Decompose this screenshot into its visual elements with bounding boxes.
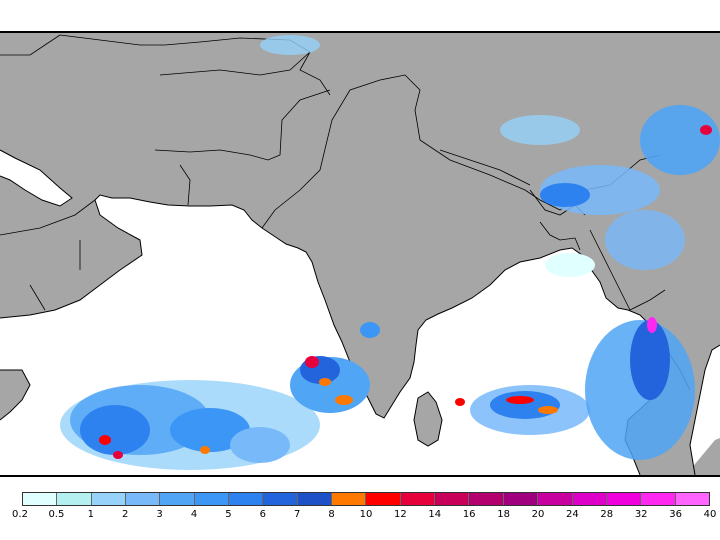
rain-area [170, 408, 250, 452]
legend-swatch [675, 493, 709, 505]
border-layer [0, 34, 691, 391]
land-sri-lanka [414, 392, 442, 446]
coastline-layer [0, 149, 720, 475]
legend-swatch [332, 493, 367, 505]
rain-core [455, 398, 465, 406]
legend-swatch [91, 493, 127, 505]
rain-area [640, 105, 720, 175]
legend-swatch [538, 493, 573, 505]
legend-swatch [160, 493, 195, 505]
border-line [0, 34, 61, 56]
legend-swatch [572, 493, 607, 505]
legend-label: 24 [566, 509, 579, 520]
legend-swatch [435, 493, 470, 505]
legend-swatch [57, 493, 92, 505]
land-sumatra [690, 438, 720, 475]
legend-label: 1 [87, 509, 94, 520]
legend-label: 40 [703, 509, 717, 520]
rain-area [630, 320, 670, 400]
rain-area [605, 210, 685, 270]
red-sea [0, 318, 8, 330]
legend-swatch [126, 493, 161, 505]
border-line [589, 229, 666, 311]
rain-core [319, 378, 331, 386]
rain-area [230, 427, 290, 463]
legend-swatch [229, 493, 264, 505]
legend-label: 20 [531, 509, 545, 520]
border-line [439, 149, 531, 186]
legend-swatch [263, 493, 298, 505]
rain-area [360, 322, 380, 338]
coastline [413, 391, 443, 447]
precipitation-map [0, 31, 720, 477]
legend-label: 18 [497, 509, 510, 520]
legend-label: 16 [462, 509, 476, 520]
rain-core [200, 446, 210, 454]
legend-label: 8 [328, 509, 335, 520]
rain-core [538, 406, 558, 414]
legend-label: 32 [634, 509, 648, 520]
coastline [0, 369, 31, 421]
legend-colorbar [22, 492, 710, 506]
border-line [154, 89, 331, 161]
rain-area [490, 391, 560, 419]
persian-gulf [0, 150, 72, 206]
rain-core [305, 356, 319, 368]
legend-swatch [641, 493, 676, 505]
border-line [0, 199, 96, 236]
legend-label: 6 [259, 509, 266, 520]
legend-label: 2 [122, 509, 129, 520]
rain-core [506, 396, 534, 404]
rain-core [647, 317, 657, 333]
legend-swatch [23, 493, 58, 505]
legend-labels: 0.2 0.5 1 2 3 4 5 6 7 8 10 12 14 16 18 20 24 28 32 36 40 [0, 509, 720, 525]
rain-core [335, 395, 353, 405]
legend-label: 0.5 [48, 509, 65, 520]
legend-swatch [503, 493, 539, 505]
legend-swatch [194, 493, 230, 505]
rain-core [113, 451, 123, 459]
legend-swatch [366, 493, 401, 505]
precipitation-layer [60, 35, 720, 470]
rain-area [260, 35, 320, 55]
legend-label: 5 [225, 509, 232, 520]
legend-label: 10 [359, 509, 373, 520]
legend-label: 7 [294, 509, 301, 520]
legend-swatch [469, 493, 504, 505]
legend-label: 12 [394, 509, 407, 520]
rain-area [80, 405, 150, 455]
border-line [29, 284, 46, 311]
rain-area [545, 253, 595, 277]
legend-label: 3 [156, 509, 163, 520]
legend-label: 0.2 [12, 509, 28, 520]
coastline [689, 344, 720, 475]
coastline [0, 194, 663, 475]
legend-label: 36 [669, 509, 682, 520]
rain-area [540, 183, 590, 207]
coastline [0, 149, 73, 207]
legend-swatch [606, 493, 642, 505]
border-line [539, 221, 581, 251]
land-africa [0, 370, 30, 420]
legend-swatch [297, 493, 333, 505]
legend-swatch [400, 493, 436, 505]
border-line [159, 51, 311, 76]
legend-label: 4 [190, 509, 198, 520]
border-line [179, 164, 191, 206]
rain-core [700, 125, 712, 135]
legend-label: 14 [428, 509, 442, 520]
border-line [261, 74, 421, 229]
gulf-water [0, 150, 72, 330]
rain-area [500, 115, 580, 145]
legend-label: 28 [600, 509, 614, 520]
border-line [59, 34, 331, 96]
rain-core [99, 435, 111, 445]
map-canvas [0, 33, 720, 475]
